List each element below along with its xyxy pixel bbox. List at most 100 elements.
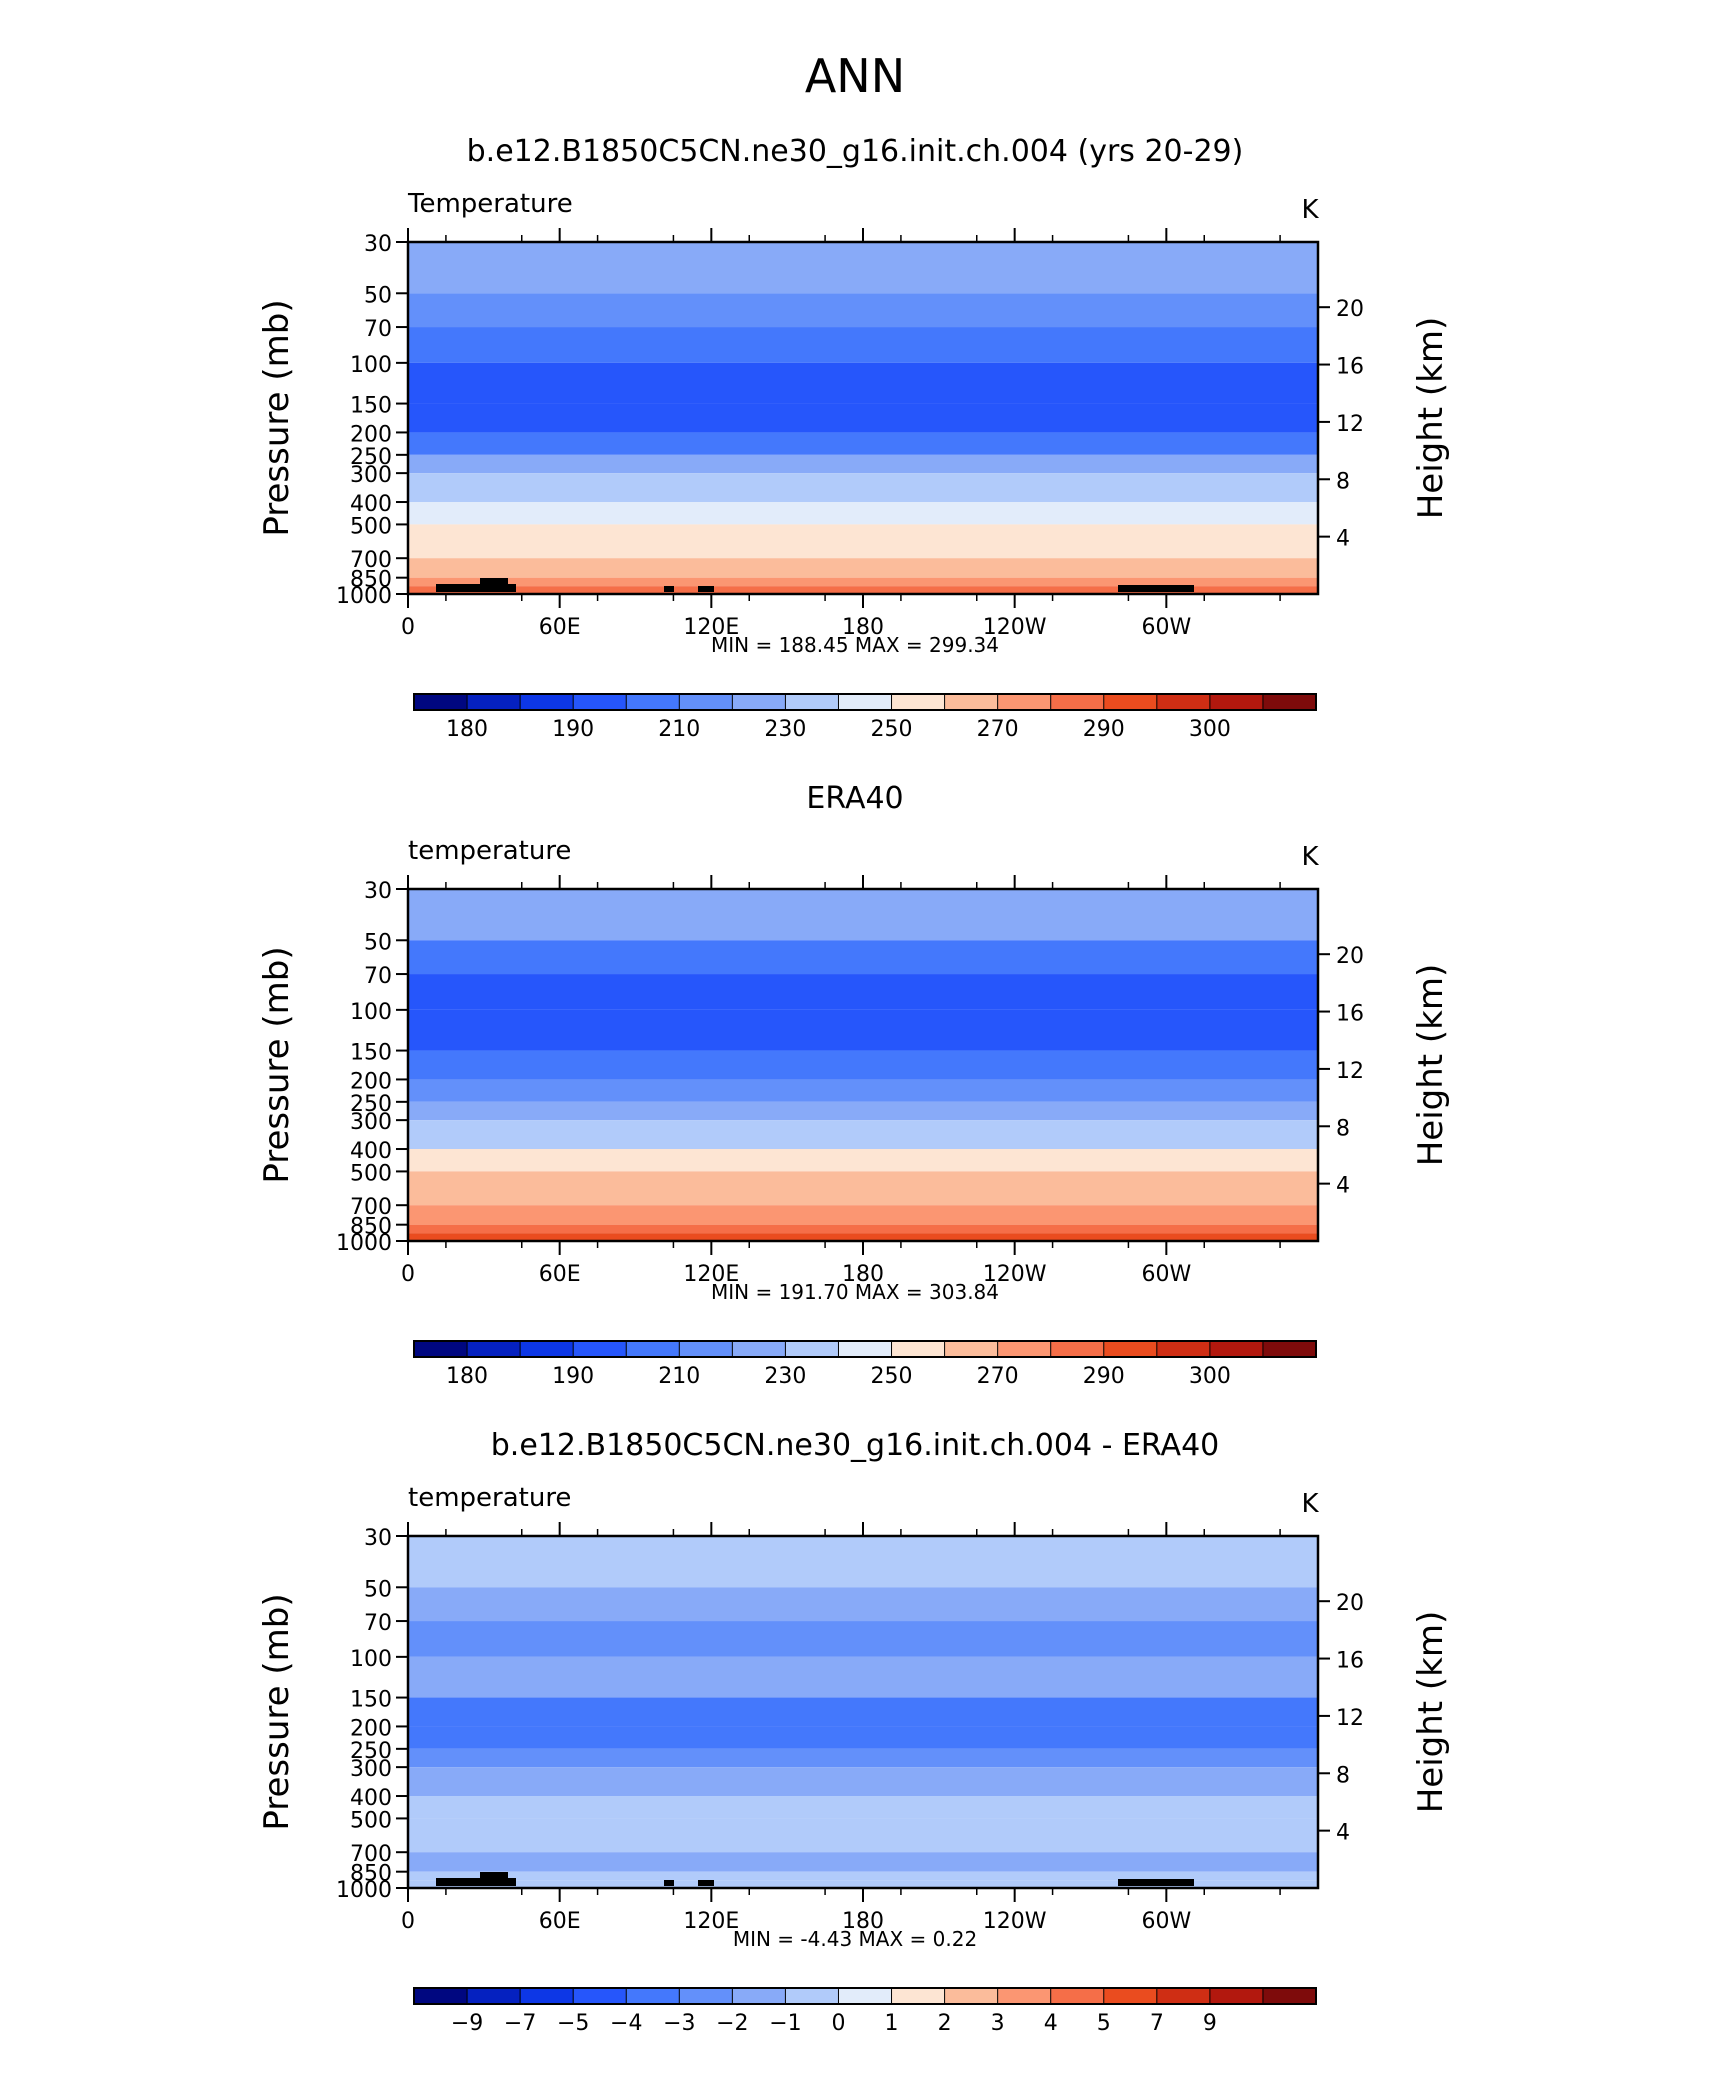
- colorbar-label: 5: [1097, 2011, 1111, 2036]
- units-label: K: [1301, 195, 1319, 225]
- y-tick-label: 300: [350, 463, 392, 488]
- topography-mask: [436, 1878, 516, 1886]
- y-tick-label: 70: [364, 317, 392, 342]
- colorbar-label: 210: [658, 717, 700, 742]
- colorbar-label: 290: [1083, 717, 1125, 742]
- colorbar-swatch: [784, 1987, 840, 2005]
- y-tick-label: 250: [350, 1092, 392, 1117]
- y-tick-label: 700: [350, 548, 392, 573]
- right-y-tick-label: 20: [1336, 297, 1364, 322]
- units-label: K: [1301, 842, 1319, 872]
- contour-band: [408, 1101, 1318, 1121]
- y-tick-label: 70: [364, 1611, 392, 1636]
- colorbar-label: 290: [1083, 1364, 1125, 1389]
- right-y-tick-label: 4: [1336, 1174, 1350, 1199]
- colorbar-frame: [413, 693, 1317, 711]
- colorbar-swatch: [1103, 1340, 1158, 1358]
- y-tick-label: 300: [350, 1757, 392, 1782]
- contour-band: [408, 1224, 1318, 1234]
- contour-band: [408, 293, 1318, 328]
- colorbar-label: 2: [938, 2011, 952, 2036]
- right-y-tick-label: 12: [1336, 1059, 1364, 1084]
- colorbar-label: −2: [716, 2011, 748, 2036]
- page-title: ANN: [805, 49, 905, 103]
- y-axis-title: Pressure (mb): [257, 946, 297, 1183]
- y-tick-label: 200: [350, 422, 392, 447]
- colorbar-label: −3: [663, 2011, 695, 2036]
- x-tick-label: 60E: [539, 1262, 581, 1287]
- colorbar-label: 300: [1189, 1364, 1231, 1389]
- right-y-tick-label: 8: [1336, 1763, 1350, 1788]
- y-tick-label: 70: [364, 964, 392, 989]
- colorbar-label: 4: [1044, 2011, 1058, 2036]
- y-tick-label: 500: [350, 514, 392, 539]
- y-tick-label: 200: [350, 1716, 392, 1741]
- right-y-tick-label: 12: [1336, 1706, 1364, 1731]
- colorbar-swatch: [837, 1340, 893, 1358]
- y-tick-label: 30: [364, 1526, 392, 1551]
- y-tick-label: 250: [350, 445, 392, 470]
- colorbar-swatch: [678, 1987, 734, 2005]
- colorbar-label: −9: [451, 2011, 483, 2036]
- x-tick-label: 120W: [983, 615, 1047, 640]
- colorbar-label: 270: [977, 717, 1019, 742]
- topography-mask: [698, 1880, 714, 1886]
- colorbar-swatch: [572, 1987, 628, 2005]
- y-tick-label: 100: [350, 1647, 392, 1672]
- topography-mask: [436, 584, 516, 592]
- colorbar-swatch: [1156, 1987, 1211, 2005]
- colorbar-swatch: [519, 693, 575, 711]
- colorbar-swatch: [1209, 1340, 1264, 1358]
- contour-band: [408, 1079, 1318, 1102]
- contour-band: [408, 586, 1318, 594]
- colorbar-swatch: [1050, 693, 1105, 711]
- contour-band: [408, 1050, 1318, 1080]
- colorbar-swatch: [1103, 1987, 1158, 2005]
- colorbar-swatch: [997, 1987, 1052, 2005]
- right-y-tick-label: 4: [1336, 1821, 1350, 1846]
- topography-mask: [698, 586, 714, 592]
- colorbar-swatch: [891, 1987, 946, 2005]
- colorbar-swatch: [837, 1987, 893, 2005]
- colorbar-swatch: [413, 1340, 469, 1358]
- right-y-axis-title: Height (km): [1411, 964, 1451, 1167]
- colorbar-label: 230: [764, 1364, 806, 1389]
- colorbar-swatch: [678, 1340, 734, 1358]
- topography-mask: [664, 1880, 674, 1886]
- stats-label: MIN = 191.70 MAX = 303.84: [711, 1280, 999, 1304]
- right-y-tick-label: 4: [1336, 527, 1350, 552]
- contour-band: [408, 362, 1318, 404]
- x-tick-label: 120W: [983, 1909, 1047, 1934]
- contour-band: [408, 454, 1318, 474]
- y-tick-label: 200: [350, 1069, 392, 1094]
- colorbar-swatch: [997, 693, 1052, 711]
- y-tick-label: 1000: [336, 1878, 392, 1903]
- colorbar-swatch: [1103, 693, 1158, 711]
- x-tick-label: 120E: [683, 1262, 739, 1287]
- right-y-tick-label: 20: [1336, 944, 1364, 969]
- colorbar-swatch: [1262, 1987, 1317, 2005]
- y-tick-label: 400: [350, 1786, 392, 1811]
- y-tick-label: 400: [350, 1139, 392, 1164]
- y-tick-label: 500: [350, 1808, 392, 1833]
- x-tick-label: 120W: [983, 1262, 1047, 1287]
- topography-mask: [480, 1872, 508, 1886]
- panels-container: b.e12.B1850C5CN.ne30_g16.init.ch.004 (yr…: [257, 134, 1451, 2036]
- colorbar-frame: [413, 1987, 1317, 2005]
- y-tick-label: 250: [350, 1739, 392, 1764]
- colorbar-label: 230: [764, 717, 806, 742]
- panel-title: ERA40: [806, 781, 903, 816]
- y-tick-label: 30: [364, 879, 392, 904]
- contour-band: [408, 1796, 1318, 1819]
- colorbar-swatch: [997, 1340, 1052, 1358]
- contour-band: [408, 1818, 1318, 1853]
- contour-band: [408, 558, 1318, 578]
- contour-band: [408, 1880, 1318, 1888]
- contour-band: [408, 1205, 1318, 1225]
- y-tick-label: 50: [364, 1577, 392, 1602]
- colorbar-swatch: [466, 1340, 522, 1358]
- colorbar-label: 9: [1203, 2011, 1217, 2036]
- colorbar-label: 190: [552, 1364, 594, 1389]
